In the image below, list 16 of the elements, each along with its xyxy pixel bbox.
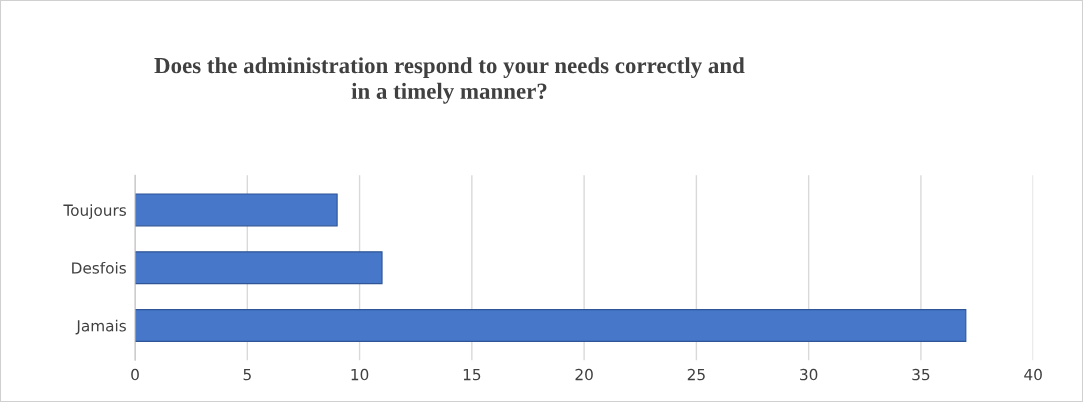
- x-tick-label: 35: [912, 368, 930, 381]
- y-tick-label: Desfois: [72, 261, 126, 274]
- x-tick-label: 25: [687, 368, 705, 381]
- chart-title: Does the administration respond to your needs correctly and in a timely manner?: [154, 57, 745, 104]
- x-tick-label: 10: [351, 368, 369, 381]
- bar: [135, 251, 383, 285]
- x-tick-label: 30: [800, 368, 818, 381]
- bar: [135, 193, 338, 227]
- x-tick-label: 0: [131, 368, 139, 381]
- y-tick-label: Toujours: [63, 204, 126, 219]
- y-tick-label: Jamais: [75, 319, 126, 335]
- x-tick-label: 5: [243, 369, 251, 381]
- x-tick-label: 20: [575, 368, 593, 381]
- x-tick-label: 40: [1024, 368, 1042, 381]
- x-tick-label: 15: [463, 369, 481, 381]
- bar: [135, 309, 967, 342]
